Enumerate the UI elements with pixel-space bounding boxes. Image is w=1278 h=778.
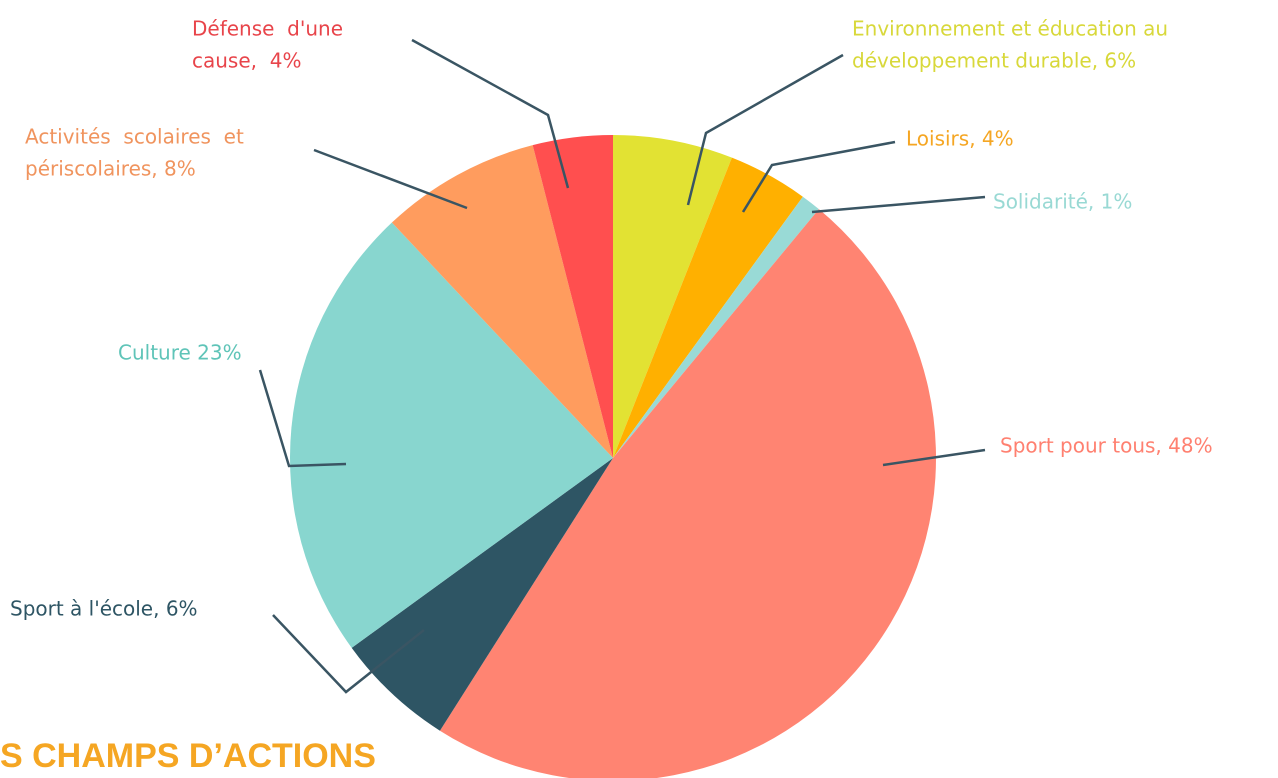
leader-line [313,148,468,210]
leader-line [272,614,425,694]
leader-line [741,140,896,213]
pie-slice [532,135,613,458]
pie-slice [613,135,732,458]
leader-line [258,369,347,468]
leader-line [686,53,844,206]
slice-label: Activités scolaires et [25,125,244,149]
slice-label: Loisirs, 4% [906,127,1014,151]
pie-slice [439,209,936,778]
leader-line [811,195,986,214]
slices [290,135,936,778]
pie-slice [613,196,819,459]
pie-slice [290,222,613,648]
heading: S CHAMPS D’ACTIONS [0,737,376,775]
slice-label: Défense d'une [192,17,343,41]
slice-label: développement durable, 6% [852,49,1136,73]
pie-slice [613,157,803,458]
pie-slice [391,145,613,458]
slice-label: Environnement et éducation au [852,17,1168,41]
slice-label: Culture 23% [118,341,242,365]
leader-line [411,38,570,189]
slice-label: Solidarité, 1% [993,190,1132,214]
slice-label: périscolaires, 8% [25,157,196,181]
slice-label: Sport à l'école, 6% [10,597,198,621]
leader-line [882,448,986,467]
pie-slice [351,458,613,731]
slice-label: cause, 4% [192,49,301,73]
slice-label: Sport pour tous, 48% [1000,434,1213,458]
leader-lines [258,38,986,694]
